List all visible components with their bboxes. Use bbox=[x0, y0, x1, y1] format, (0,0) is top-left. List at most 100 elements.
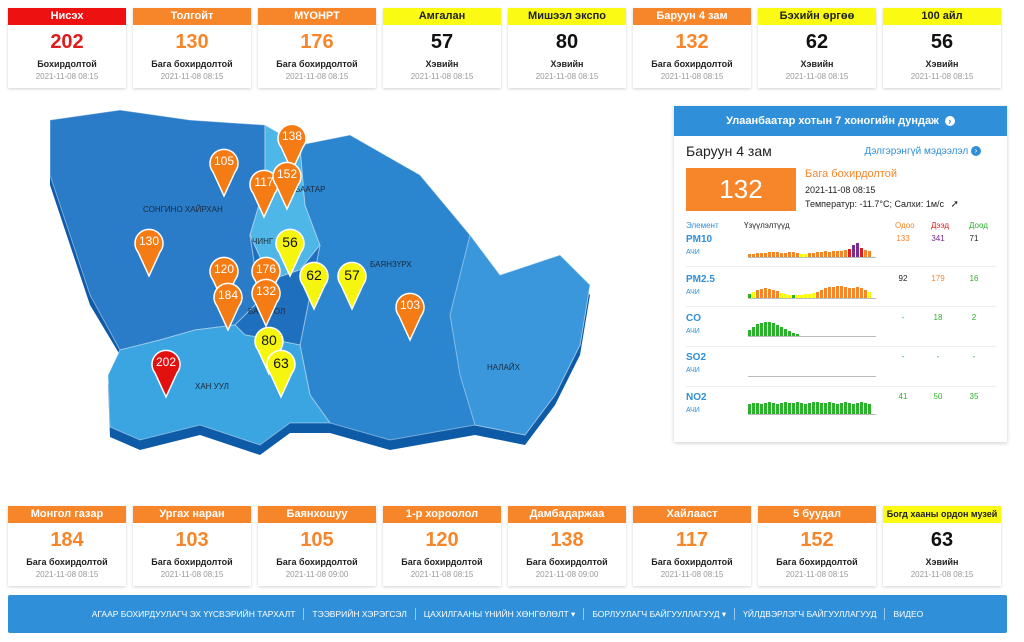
station-card[interactable]: МҮОНРТ 176 Бага бохирдолтой 2021-11-08 0… bbox=[258, 8, 376, 88]
station-aqi: 80 bbox=[555, 31, 579, 53]
city-district-map[interactable]: СОНГИНО ХАЙРХАН ЧИНГ БААТАР БАЯНЗҮРХ БАЯ… bbox=[30, 95, 630, 495]
station-card[interactable]: Богд хааны ордон музей 63 Хэвийн 2021-11… bbox=[883, 506, 1001, 586]
wind-arrow-icon: ➚ bbox=[950, 199, 959, 210]
row-divider bbox=[686, 306, 996, 307]
pollutant-min: 71 bbox=[969, 234, 979, 243]
no2-sparkline bbox=[748, 394, 876, 415]
marker-aqi: 57 bbox=[344, 267, 360, 283]
marker-aqi: 120 bbox=[213, 262, 235, 276]
marker-aqi: 132 bbox=[255, 284, 277, 298]
station-time: 2021-11-08 09:00 bbox=[535, 570, 599, 579]
station-aqi: 63 bbox=[930, 529, 954, 551]
station-marker[interactable]: 80 bbox=[252, 326, 286, 376]
station-marker[interactable]: 152 bbox=[270, 161, 304, 211]
so2-sparkline bbox=[748, 356, 876, 377]
pollutant-now: 41 bbox=[898, 392, 908, 401]
station-name: Хайлааст bbox=[633, 506, 751, 523]
marker-aqi: 103 bbox=[399, 298, 421, 312]
station-time: 2021-11-08 08:15 bbox=[785, 570, 849, 579]
station-status: Бохирдолтой bbox=[37, 59, 97, 69]
station-card[interactable]: Толгойт 130 Бага бохирдолтой 2021-11-08 … bbox=[133, 8, 251, 88]
district-label: НАЛАЙХ bbox=[487, 363, 520, 372]
station-time: 2021-11-08 08:15 bbox=[35, 570, 99, 579]
marker-aqi: 63 bbox=[273, 355, 289, 371]
station-marker[interactable]: 184 bbox=[211, 282, 245, 332]
station-marker[interactable]: 105 bbox=[207, 148, 241, 198]
marker-aqi: 176 bbox=[255, 262, 277, 276]
station-card[interactable]: Мишээл экспо 80 Хэвийн 2021-11-08 08:15 bbox=[508, 8, 626, 88]
pollutant-name: PM10 bbox=[686, 234, 713, 245]
station-card[interactable]: 1-р хороолол 120 Бага бохирдолтой 2021-1… bbox=[383, 506, 501, 586]
district-nalaikh[interactable] bbox=[449, 233, 591, 436]
chevron-right-icon: › bbox=[971, 146, 981, 157]
co-sparkline bbox=[748, 316, 876, 337]
station-marker[interactable]: 57 bbox=[335, 261, 369, 311]
pollutant-max: 18 bbox=[933, 313, 943, 322]
station-marker[interactable]: 120 bbox=[207, 256, 241, 306]
nav-pollution-sources[interactable]: АГААР БОХИРДУУЛАГЧ ЭХ ҮҮСВЭРИЙН ТАРХАЛТ bbox=[84, 608, 305, 620]
station-card[interactable]: Нисэх 202 Бохирдолтой 2021-11-08 08:15 bbox=[8, 8, 126, 88]
marker-aqi: 117 bbox=[254, 175, 274, 189]
station-marker[interactable]: 202 bbox=[149, 349, 183, 399]
station-info-panel: Улаанбаатар хотын 7 хоногийн дундаж › Ба… bbox=[674, 106, 1007, 442]
chevron-right-icon: › bbox=[944, 116, 955, 127]
marker-aqi: 138 bbox=[281, 129, 303, 143]
station-status: Бага бохирдолтой bbox=[401, 557, 483, 567]
col-now: Одоо bbox=[895, 221, 915, 230]
station-card[interactable]: Ургах наран 103 Бага бохирдолтой 2021-11… bbox=[133, 506, 251, 586]
station-name: Баруун 4 зам bbox=[633, 8, 751, 25]
pollutant-max: - bbox=[936, 352, 940, 361]
station-card[interactable]: 5 буудал 152 Бага бохирдолтой 2021-11-08… bbox=[758, 506, 876, 586]
nav-video[interactable]: ВИДЕО bbox=[893, 609, 924, 619]
marker-aqi: 105 bbox=[213, 154, 235, 168]
weekly-average-header[interactable]: Улаанбаатар хотын 7 хоногийн дундаж › bbox=[674, 106, 1007, 136]
station-marker[interactable]: 138 bbox=[275, 123, 309, 173]
station-title: Баруун 4 зам bbox=[686, 143, 772, 159]
more-info-link[interactable]: Дэлгэрэнгүй мэдээлэл › bbox=[865, 146, 981, 157]
station-name: Бэхийн өргөө bbox=[758, 8, 876, 25]
station-aqi: 120 bbox=[425, 529, 459, 551]
station-card[interactable]: Амгалан 57 Хэвийн 2021-11-08 08:15 bbox=[383, 8, 501, 88]
station-marker[interactable]: 103 bbox=[393, 292, 427, 342]
pollutant-name: NO2 bbox=[686, 392, 707, 403]
station-name: Дамбадаржаа bbox=[508, 506, 626, 523]
col-min: Доод bbox=[969, 221, 988, 230]
marker-aqi: 184 bbox=[217, 288, 239, 302]
pollutant-min: 16 bbox=[969, 274, 979, 283]
nav-distributors[interactable]: БОРЛУУЛАГЧ БАЙГУУЛЛАГУУД ▾ bbox=[584, 608, 736, 620]
station-marker[interactable]: 130 bbox=[132, 228, 166, 278]
station-marker[interactable]: 132 bbox=[249, 278, 283, 328]
station-status: Бага бохирдолтой bbox=[151, 557, 233, 567]
station-marker[interactable]: 63 bbox=[264, 349, 298, 399]
station-name: МҮОНРТ bbox=[258, 8, 376, 25]
station-marker[interactable]: 117 bbox=[247, 169, 281, 219]
station-card[interactable]: Бэхийн өргөө 62 Хэвийн 2021-11-08 08:15 bbox=[758, 8, 876, 88]
station-card[interactable]: Баянхошуу 105 Бага бохирдолтой 2021-11-0… bbox=[258, 506, 376, 586]
bottom-station-cards: Монгол газар 184 Бага бохирдолтой 2021-1… bbox=[8, 506, 1001, 586]
station-status: Бага бохирдолтой bbox=[26, 557, 108, 567]
station-name: Амгалан bbox=[383, 8, 501, 25]
station-time: 2021-11-08 08:15 bbox=[410, 570, 474, 579]
station-card[interactable]: Монгол газар 184 Бага бохирдолтой 2021-1… bbox=[8, 506, 126, 586]
pollutant-min: - bbox=[972, 352, 976, 361]
station-card[interactable]: Баруун 4 зам 132 Бага бохирдолтой 2021-1… bbox=[633, 8, 751, 88]
row-divider bbox=[686, 266, 996, 267]
station-marker[interactable]: 62 bbox=[297, 261, 331, 311]
nav-vehicles[interactable]: ТЭЭВРИЙН ХЭРЭГСЭЛ bbox=[304, 608, 416, 620]
nav-producers[interactable]: ҮЙЛДВЭРЛЭГЧ БАЙГУУЛЛАГУУД bbox=[735, 608, 886, 620]
station-aqi: 138 bbox=[550, 529, 584, 551]
col-element: Элемент bbox=[686, 221, 719, 230]
station-name: Богд хааны ордон музей bbox=[883, 506, 1001, 523]
pollutant-sub: АЧИ bbox=[686, 289, 700, 296]
pm25-sparkline bbox=[748, 278, 876, 299]
marker-aqi: 62 bbox=[306, 267, 322, 283]
bottom-navigation: АГААР БОХИРДУУЛАГЧ ЭХ ҮҮСВЭРИЙН ТАРХАЛТ … bbox=[8, 595, 1007, 633]
pollutant-max: 50 bbox=[933, 392, 943, 401]
station-card[interactable]: 100 айл 56 Хэвийн 2021-11-08 08:15 bbox=[883, 8, 1001, 88]
station-card[interactable]: Хайлааст 117 Бага бохирдолтой 2021-11-08… bbox=[633, 506, 751, 586]
station-aqi: 57 bbox=[430, 31, 454, 53]
station-time: 2021-11-08 08:15 bbox=[660, 570, 724, 579]
station-card[interactable]: Дамбадаржаа 138 Бага бохирдолтой 2021-11… bbox=[508, 506, 626, 586]
station-marker[interactable]: 56 bbox=[273, 228, 307, 278]
nav-electricity-discount[interactable]: ЦАХИЛГААНЫ ҮНИЙН ХӨНГӨЛӨЛТ ▾ bbox=[416, 608, 585, 620]
